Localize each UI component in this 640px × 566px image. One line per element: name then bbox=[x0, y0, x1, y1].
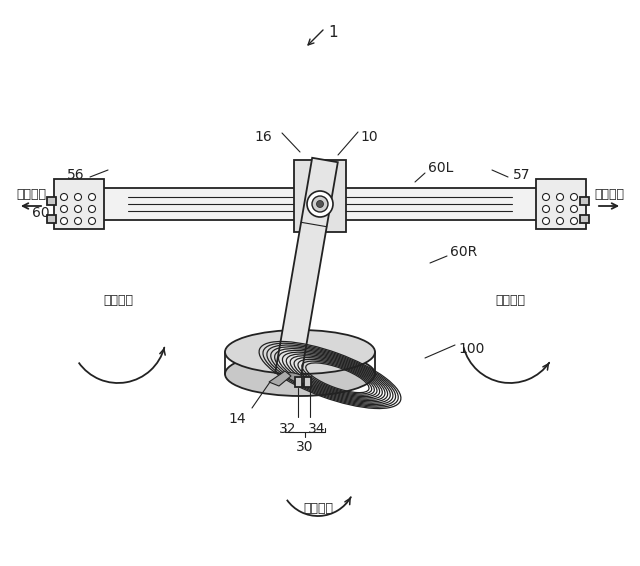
Circle shape bbox=[557, 205, 563, 212]
Polygon shape bbox=[275, 158, 338, 377]
Text: 回転方向: 回転方向 bbox=[495, 294, 525, 307]
Text: 10: 10 bbox=[360, 130, 378, 144]
Text: 14: 14 bbox=[228, 412, 246, 426]
Text: 56: 56 bbox=[67, 168, 85, 182]
Circle shape bbox=[543, 194, 550, 200]
Circle shape bbox=[74, 205, 81, 212]
Circle shape bbox=[61, 194, 67, 200]
Circle shape bbox=[543, 217, 550, 225]
Text: 回転方向: 回転方向 bbox=[103, 294, 133, 307]
Text: 30: 30 bbox=[296, 440, 314, 454]
Bar bbox=[47, 215, 56, 223]
Text: 57: 57 bbox=[513, 168, 531, 182]
Text: 前方方向: 前方方向 bbox=[594, 187, 624, 200]
Circle shape bbox=[74, 194, 81, 200]
Text: 34: 34 bbox=[308, 422, 326, 436]
Polygon shape bbox=[269, 371, 291, 386]
Circle shape bbox=[543, 205, 550, 212]
Circle shape bbox=[61, 205, 67, 212]
Bar bbox=[47, 197, 56, 205]
Circle shape bbox=[557, 217, 563, 225]
Circle shape bbox=[88, 205, 95, 212]
Ellipse shape bbox=[287, 372, 307, 383]
Circle shape bbox=[317, 200, 323, 208]
Text: 手前方向: 手前方向 bbox=[16, 187, 46, 200]
Text: 32: 32 bbox=[278, 422, 296, 436]
Circle shape bbox=[570, 205, 577, 212]
Bar bbox=[294, 160, 346, 232]
Bar bbox=[295, 377, 302, 387]
Text: 60R: 60R bbox=[450, 245, 477, 259]
Bar bbox=[580, 215, 589, 223]
Text: 16: 16 bbox=[254, 130, 272, 144]
Circle shape bbox=[570, 217, 577, 225]
Circle shape bbox=[557, 194, 563, 200]
Text: 1: 1 bbox=[328, 25, 338, 40]
Circle shape bbox=[88, 194, 95, 200]
Text: 60: 60 bbox=[33, 206, 50, 220]
Text: 100: 100 bbox=[458, 342, 484, 356]
Circle shape bbox=[61, 217, 67, 225]
Bar bbox=[54, 179, 104, 229]
Bar bbox=[536, 179, 586, 229]
Ellipse shape bbox=[225, 330, 375, 374]
Bar bbox=[580, 197, 589, 205]
Circle shape bbox=[307, 191, 333, 217]
Bar bbox=[304, 377, 311, 387]
Text: 60L: 60L bbox=[428, 161, 453, 175]
Circle shape bbox=[74, 217, 81, 225]
Circle shape bbox=[570, 194, 577, 200]
Circle shape bbox=[312, 196, 328, 212]
Circle shape bbox=[88, 217, 95, 225]
Ellipse shape bbox=[225, 352, 375, 396]
Text: 回転方向: 回転方向 bbox=[303, 501, 333, 514]
Bar bbox=[58, 188, 582, 220]
